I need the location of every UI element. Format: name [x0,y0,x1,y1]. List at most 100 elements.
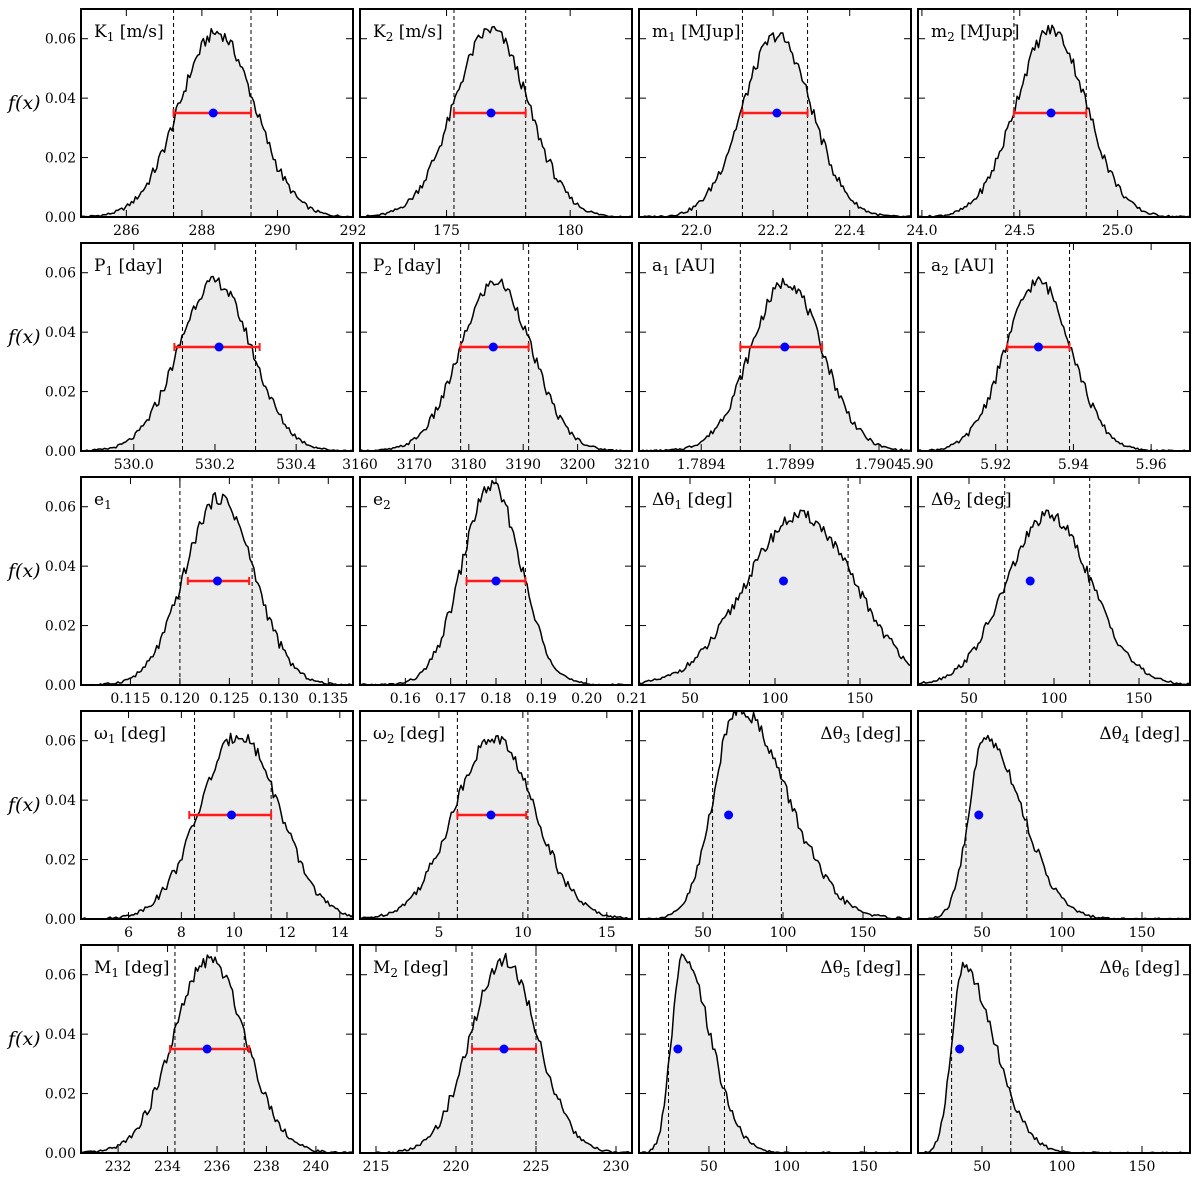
best-fit-point [1025,576,1035,586]
ytick-label: 0.00 [45,678,76,694]
xtick-label: 0.18 [480,691,511,707]
xtick-label: 0.120 [160,691,200,707]
xtick-label: 150 [1126,691,1153,707]
best-fit-point [208,108,218,118]
xtick-label: 150 [847,691,874,707]
ytick-label: 0.02 [45,619,76,635]
xtick-label: 100 [770,925,797,941]
density-line [81,492,353,685]
panel-label: ω2 [deg] [373,724,445,746]
subplot-19: 50 100 150 Δθ5 [deg] [638,944,912,1175]
xtick-label: 50 [973,1159,991,1175]
best-fit-point [780,342,790,352]
xtick-label: 0.21 [616,691,647,707]
xtick-label: 5.96 [1136,457,1167,473]
subplot-2: 175 180 K2 [m/s] [359,8,633,239]
panel-label: ω1 [deg] [94,724,166,746]
xtick-label: 3170 [397,457,433,473]
xtick-label: 215 [363,1159,390,1175]
xtick-label: 0.16 [390,691,421,707]
density-area [360,735,632,919]
subplot-frame [80,710,354,920]
density-area [639,32,911,217]
panel-label: M1 [deg] [94,958,170,980]
xtick-label: 50 [694,925,712,941]
xtick-label: 234 [154,1159,181,1175]
xtick-label: 5.92 [980,457,1011,473]
xtick-label: 530.4 [276,457,316,473]
xtick-label: 100 [1041,691,1068,707]
y-axis-label: f(x) [6,794,41,816]
xtick-label: 10 [514,925,532,941]
subplot-4: 24.0 24.5 25.0 m2 [MJup] [906,8,1191,239]
panel-label: m1 [MJup] [652,22,741,44]
panel-label: Δθ2 [deg] [931,490,1012,512]
subplot-1: 0.00 0.02 0.04 0.06 286 288 290 292 K1 [m/s] f(x) [6,8,366,239]
subplot-16: 50 100 150 Δθ4 [deg] [917,710,1191,941]
xtick-label: 150 [1129,925,1156,941]
subplot-18: 215 220 225 230 M2 [deg] [359,944,633,1175]
best-fit-point [486,810,496,820]
xtick-label: 0.135 [308,691,348,707]
xtick-label: 5 [434,925,443,941]
xtick-label: 22.4 [834,223,865,239]
density-area [81,492,353,685]
xtick-label: 0.115 [110,691,150,707]
density-area [918,735,1190,919]
panel-label: e1 [94,490,112,512]
panel-label: P2 [day] [373,256,441,278]
xtick-label: 6 [124,925,133,941]
subplot-frame [917,8,1191,218]
xtick-label: 14 [331,925,349,941]
best-fit-point [955,1044,965,1054]
xtick-label: 1.7904 [855,457,904,473]
density-area [81,276,353,451]
xtick-label: 24.5 [1004,223,1035,239]
subplot-13: 0.00 0.02 0.04 0.06 6 8 10 12 14 ω1 [deg] f(x) [6,710,354,941]
xtick-label: 12 [278,925,296,941]
ytick-label: 0.04 [45,91,76,107]
subplot-8: 5.90 5.92 5.94 5.96 a2 [AU] [902,242,1191,473]
density-line [918,24,1190,217]
xtick-label: 232 [105,1159,132,1175]
density-area [639,510,911,685]
ytick-label: 0.02 [45,1087,76,1103]
density-line [360,952,632,1153]
density-line [81,275,353,451]
subplot-frame [638,710,912,920]
xtick-label: 290 [264,223,291,239]
panel-label: Δθ4 [deg] [1099,724,1180,746]
density-line [639,32,911,217]
best-fit-point [486,108,496,118]
xtick-label: 50 [960,691,978,707]
subplot-7: 1.7894 1.7899 1.7904 a1 [AU] [638,242,912,473]
xtick-label: 50 [700,1159,718,1175]
xtick-label: 25.0 [1102,223,1133,239]
xtick-label: 240 [303,1159,330,1175]
xtick-label: 1.7894 [677,457,726,473]
xtick-label: 5.90 [902,457,933,473]
density-line [639,509,911,685]
ytick-label: 0.06 [45,32,76,48]
subplot-frame [638,944,912,1154]
xtick-label: 175 [433,223,460,239]
xtick-label: 0.125 [209,691,249,707]
xtick-label: 530.2 [195,457,235,473]
density-line [81,954,353,1153]
xtick-label: 100 [773,1159,800,1175]
ytick-label: 0.06 [45,500,76,516]
xtick-label: 3200 [560,457,596,473]
panel-label: K2 [m/s] [373,22,443,44]
best-fit-point [202,1044,212,1054]
panel-label: P1 [day] [94,256,162,278]
xtick-label: 50 [681,691,699,707]
panel-label: Δθ1 [deg] [652,490,733,512]
panel-label: Δθ3 [deg] [820,724,901,746]
best-fit-point [779,576,788,586]
ytick-label: 0.04 [45,1027,76,1043]
best-fit-point [214,342,224,352]
xtick-label: 24.0 [906,223,937,239]
xtick-label: 3160 [342,457,378,473]
best-fit-point [212,576,222,586]
